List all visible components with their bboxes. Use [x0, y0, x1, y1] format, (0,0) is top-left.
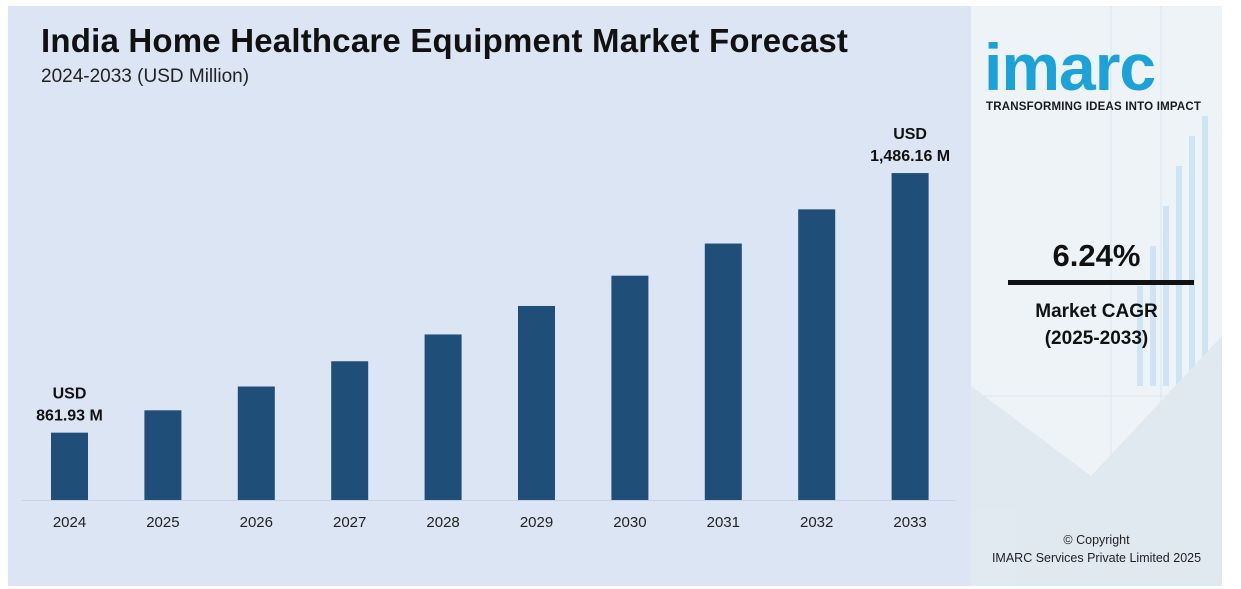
chart-title: India Home Healthcare Equipment Market F… — [41, 22, 849, 59]
cagr-label-line2: (2025-2033) — [1044, 328, 1149, 349]
x-tick-2031: 2031 — [707, 514, 740, 531]
logo-tagline: TRANSFORMING IDEAS INTO IMPACT — [986, 101, 1202, 113]
bar-chart: 2024 2025 2026 2027 2028 2029 2030 2031 2032 2033… — [22, 126, 956, 531]
background-decoration — [971, 6, 1222, 586]
chart-panel: India Home Healthcare Equipment Market F… — [8, 6, 971, 586]
bar-2024 — [51, 432, 88, 500]
x-tick-2024: 2024 — [53, 514, 86, 531]
bar-2025 — [144, 410, 182, 500]
data-label-2024-line2: 861.93 M — [36, 408, 103, 425]
data-label-2024-line1: USD — [53, 386, 87, 403]
cagr-value: 6.24% — [1052, 238, 1141, 273]
side-panel: imarc TRANSFORMING IDEAS INTO IMPACT 6.2… — [971, 6, 1222, 586]
bar-2029 — [518, 305, 555, 500]
x-tick-2033: 2033 — [893, 514, 926, 531]
bar-2028 — [424, 334, 462, 500]
bar-2031 — [704, 243, 742, 501]
bar-2026 — [237, 386, 275, 500]
x-tick-2029: 2029 — [520, 514, 553, 531]
x-tick-2027: 2027 — [333, 514, 366, 531]
chart-subtitle: 2024-2033 (USD Million) — [41, 66, 250, 87]
cagr-divider — [1008, 280, 1194, 285]
bar-2032 — [798, 209, 836, 501]
x-tick-2026: 2026 — [240, 514, 273, 531]
bar-2033 — [891, 173, 929, 500]
x-tick-2025: 2025 — [146, 514, 179, 531]
copyright-line1: © Copyright — [1063, 533, 1130, 547]
x-tick-2028: 2028 — [426, 514, 459, 531]
data-label-2033-line2: 1,486.16 M — [870, 148, 950, 165]
copyright-line2: IMARC Services Private Limited 2025 — [991, 551, 1202, 565]
imarc-logo: imarc — [984, 30, 1156, 104]
bar-2030 — [611, 275, 649, 500]
cagr-label: Market CAGR (2025-2033) — [971, 298, 1222, 352]
copyright: © Copyright IMARC Services Private Limit… — [971, 531, 1222, 567]
data-label-2033-line1: USD — [893, 126, 927, 143]
x-tick-2032: 2032 — [800, 514, 833, 531]
x-tick-2030: 2030 — [613, 514, 646, 531]
cagr-label-line1: Market CAGR — [1035, 301, 1158, 322]
bar-2027 — [331, 361, 369, 500]
